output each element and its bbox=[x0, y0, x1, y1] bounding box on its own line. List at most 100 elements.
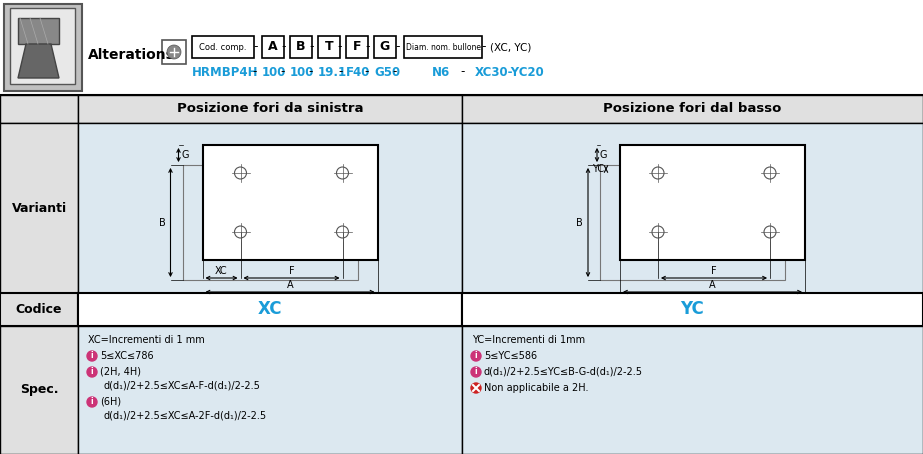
Text: XC: XC bbox=[215, 266, 228, 276]
Text: Diam. nom. bullone: Diam. nom. bullone bbox=[405, 43, 481, 51]
Text: -: - bbox=[482, 40, 486, 54]
Text: 100: 100 bbox=[262, 65, 286, 79]
Circle shape bbox=[471, 383, 481, 393]
Text: 5≤YC≤586: 5≤YC≤586 bbox=[484, 351, 537, 361]
Text: B: B bbox=[159, 217, 165, 227]
Bar bbox=[0, 326, 78, 454]
Text: F: F bbox=[353, 40, 361, 54]
Text: i: i bbox=[90, 398, 93, 406]
Text: G50: G50 bbox=[374, 65, 401, 79]
Bar bbox=[0, 123, 78, 293]
Bar bbox=[462, 326, 923, 454]
Text: Posizione fori da sinistra: Posizione fori da sinistra bbox=[176, 103, 364, 115]
Text: (6H): (6H) bbox=[100, 397, 121, 407]
Text: Non applicabile a 2H.: Non applicabile a 2H. bbox=[484, 383, 589, 393]
Text: N6: N6 bbox=[432, 65, 450, 79]
Bar bbox=[0, 0, 923, 95]
Bar bbox=[0, 95, 923, 454]
Text: T: T bbox=[325, 40, 333, 54]
Text: -: - bbox=[392, 65, 396, 79]
Bar bbox=[78, 123, 462, 293]
Text: d(d₁)/2+2.5≤XC≤A-F-d(d₁)/2-2.5: d(d₁)/2+2.5≤XC≤A-F-d(d₁)/2-2.5 bbox=[104, 381, 261, 391]
Text: -: - bbox=[252, 65, 257, 79]
Text: XC30-YC20: XC30-YC20 bbox=[475, 65, 545, 79]
Text: -: - bbox=[364, 65, 368, 79]
Circle shape bbox=[167, 45, 181, 59]
Bar bbox=[4, 4, 82, 91]
Bar bbox=[462, 123, 923, 293]
Text: G: G bbox=[182, 150, 189, 160]
Bar bbox=[404, 36, 482, 58]
Text: B: B bbox=[576, 217, 583, 227]
Bar bbox=[374, 36, 396, 58]
Bar bbox=[290, 36, 312, 58]
Text: A: A bbox=[269, 40, 278, 54]
Text: 5≤XC≤786: 5≤XC≤786 bbox=[100, 351, 153, 361]
Circle shape bbox=[471, 351, 481, 361]
Text: B: B bbox=[296, 40, 306, 54]
Circle shape bbox=[471, 367, 481, 377]
Text: Codice: Codice bbox=[16, 303, 62, 316]
Text: -: - bbox=[366, 40, 370, 54]
Text: -: - bbox=[308, 65, 312, 79]
Polygon shape bbox=[18, 18, 59, 44]
Text: YC: YC bbox=[680, 301, 704, 319]
Bar bbox=[318, 36, 340, 58]
Text: Posizione fori dal basso: Posizione fori dal basso bbox=[604, 103, 782, 115]
Bar bbox=[600, 165, 785, 280]
Text: -: - bbox=[460, 65, 464, 79]
Text: HRMBP4H: HRMBP4H bbox=[192, 65, 258, 79]
Text: F40: F40 bbox=[346, 65, 370, 79]
Text: G: G bbox=[600, 150, 607, 160]
Text: -: - bbox=[280, 65, 284, 79]
Text: -: - bbox=[310, 40, 314, 54]
Text: A: A bbox=[287, 280, 294, 290]
Text: 19.1: 19.1 bbox=[318, 65, 347, 79]
Text: i: i bbox=[474, 367, 477, 376]
Bar bbox=[78, 326, 462, 454]
Bar bbox=[183, 165, 357, 280]
Text: YC=Incrementi di 1mm: YC=Incrementi di 1mm bbox=[472, 335, 585, 345]
Text: i: i bbox=[90, 351, 93, 360]
Text: Spec.: Spec. bbox=[19, 384, 58, 396]
Polygon shape bbox=[18, 44, 59, 78]
Bar bbox=[78, 95, 462, 123]
Text: G: G bbox=[380, 40, 390, 54]
Bar bbox=[462, 293, 923, 326]
Bar bbox=[162, 40, 186, 64]
Circle shape bbox=[87, 367, 97, 377]
Text: d(d₁)/2+2.5≤XC≤A-2F-d(d₁)/2-2.5: d(d₁)/2+2.5≤XC≤A-2F-d(d₁)/2-2.5 bbox=[104, 411, 267, 421]
Text: (2H, 4H): (2H, 4H) bbox=[100, 367, 141, 377]
Text: Alterations: Alterations bbox=[88, 48, 174, 62]
Text: F: F bbox=[289, 266, 294, 276]
Text: -: - bbox=[396, 40, 401, 54]
Text: Cod. comp.: Cod. comp. bbox=[199, 43, 246, 51]
Text: F: F bbox=[712, 266, 717, 276]
Text: -: - bbox=[254, 40, 258, 54]
Text: XC=Incrementi di 1 mm: XC=Incrementi di 1 mm bbox=[88, 335, 205, 345]
Text: XC: XC bbox=[258, 301, 282, 319]
Bar bbox=[192, 36, 254, 58]
Bar bbox=[78, 293, 462, 326]
Text: -: - bbox=[338, 40, 342, 54]
Circle shape bbox=[87, 397, 97, 407]
Text: i: i bbox=[90, 367, 93, 376]
Bar bbox=[346, 36, 368, 58]
Text: d(d₁)/2+2.5≤YC≤B-G-d(d₁)/2-2.5: d(d₁)/2+2.5≤YC≤B-G-d(d₁)/2-2.5 bbox=[484, 367, 643, 377]
Bar bbox=[0, 95, 78, 123]
Text: Varianti: Varianti bbox=[11, 202, 66, 214]
Text: -: - bbox=[282, 40, 286, 54]
Text: 100: 100 bbox=[290, 65, 315, 79]
Text: i: i bbox=[474, 351, 477, 360]
Text: -: - bbox=[338, 65, 342, 79]
Bar bbox=[262, 36, 284, 58]
Bar bbox=[620, 145, 805, 260]
Text: A: A bbox=[709, 280, 716, 290]
Text: (XC, YC): (XC, YC) bbox=[490, 42, 532, 52]
Circle shape bbox=[87, 351, 97, 361]
Bar bbox=[10, 8, 75, 84]
Bar bbox=[0, 293, 78, 326]
Text: YC: YC bbox=[592, 164, 604, 174]
Bar bbox=[462, 95, 923, 123]
Bar bbox=[202, 145, 378, 260]
